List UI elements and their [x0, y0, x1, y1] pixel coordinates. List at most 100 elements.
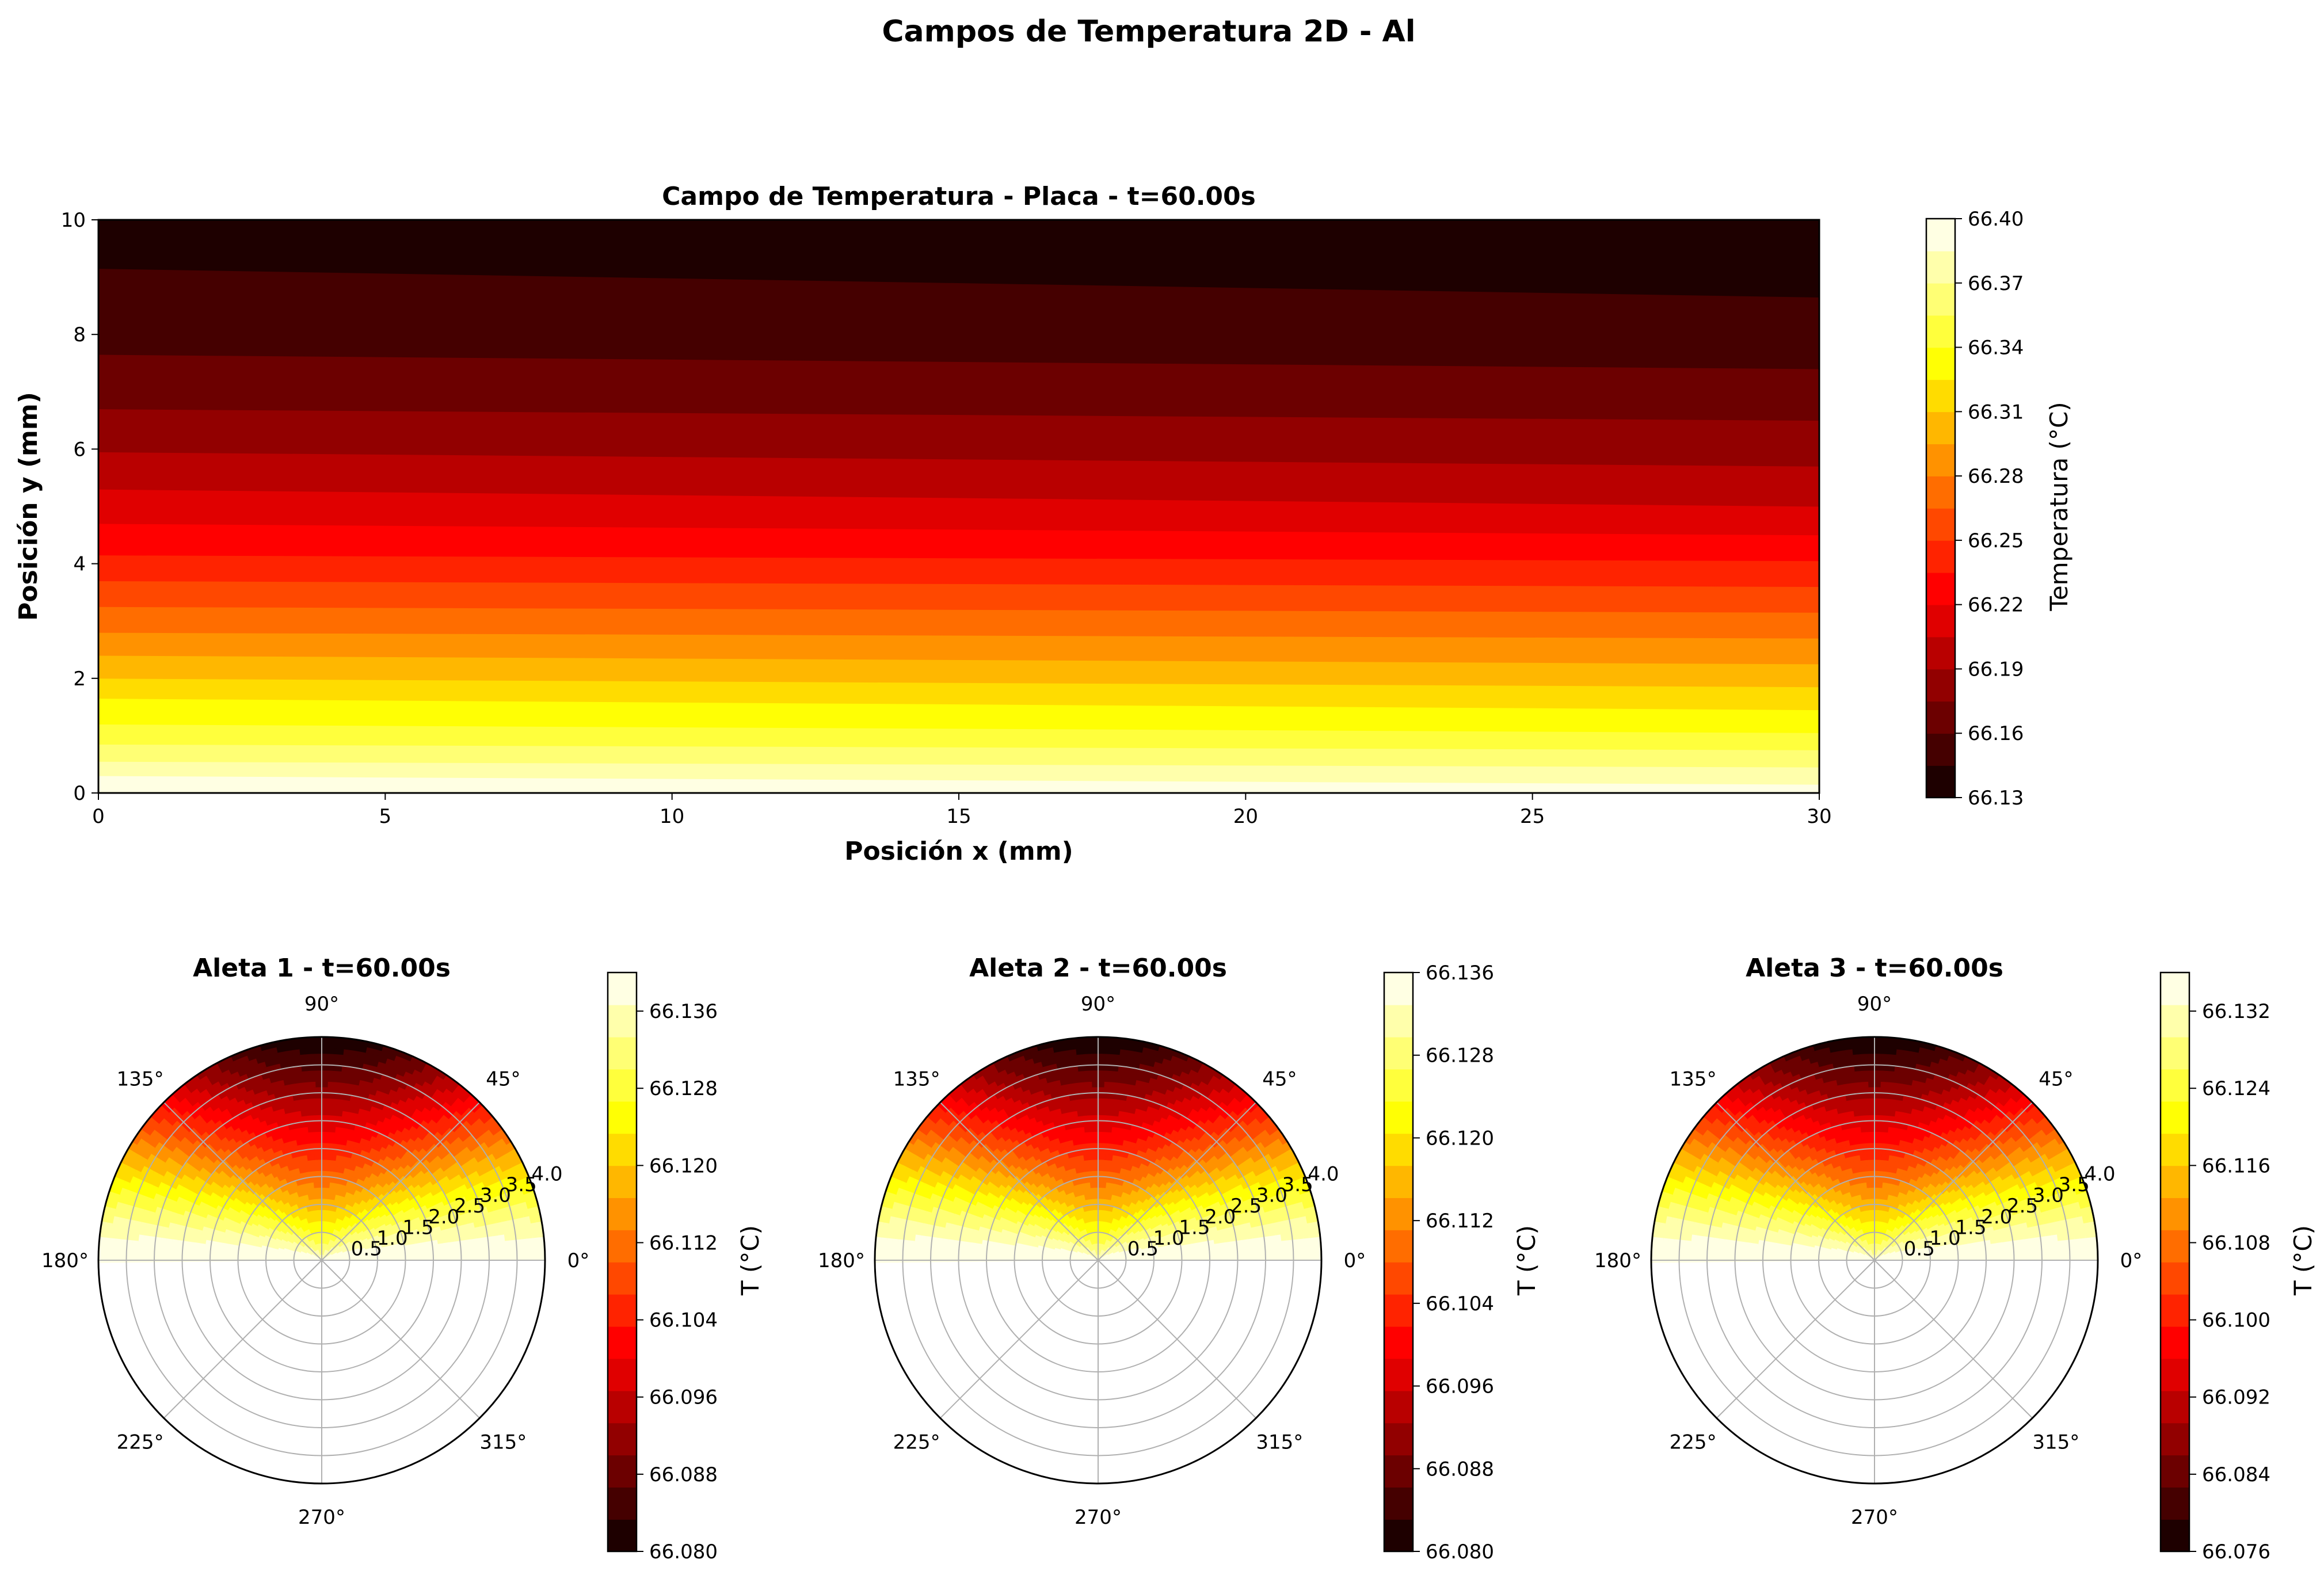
polar-field-cell	[281, 1227, 288, 1233]
polar-field-cell	[159, 1254, 166, 1263]
polar-field-cell	[359, 1233, 366, 1238]
polar-field-cell	[384, 1220, 391, 1226]
polar-field-cell	[344, 1230, 349, 1237]
polar-field-cell	[334, 1236, 338, 1242]
polar-field-cell	[325, 1250, 329, 1256]
polar-field-cell	[338, 1241, 344, 1247]
polar-field-cell	[304, 1257, 311, 1260]
polar-field-cell	[340, 1244, 346, 1249]
polar-field-cell	[376, 1218, 384, 1225]
polar-field-cell	[294, 1203, 299, 1211]
colorbar-level	[1926, 572, 1955, 605]
polar-field-cell	[288, 1237, 295, 1242]
polar-field-cell	[336, 1231, 341, 1237]
polar-field-cell	[306, 1252, 313, 1256]
polar-field-cell	[336, 1249, 342, 1253]
polar-field-cell	[289, 1249, 295, 1253]
polar-field-cell	[371, 1232, 379, 1238]
polar-field-cell	[337, 1225, 342, 1231]
polar-field-cell	[270, 1206, 277, 1213]
polar-field-cell	[339, 1226, 344, 1233]
polar-field-cell	[296, 1215, 301, 1222]
polar-field-cell	[312, 1253, 318, 1257]
polar-field-cell	[299, 1241, 306, 1246]
polar-field-cell	[337, 1219, 342, 1225]
polar-field-cell	[262, 1224, 270, 1230]
polar-field-cell	[329, 1246, 333, 1252]
polar-field-cell	[364, 1203, 371, 1211]
polar-field-cell	[374, 1226, 382, 1231]
polar-field-cell	[352, 1244, 359, 1248]
polar-field-cell	[271, 1213, 278, 1220]
polar-field-cell	[262, 1241, 269, 1246]
polar-field-cell	[383, 1218, 390, 1224]
colorbar-level	[1926, 347, 1955, 380]
polar-field-cell	[368, 1216, 375, 1223]
polar-field-cell	[372, 1212, 379, 1219]
polar-field-cell	[332, 1216, 336, 1223]
polar-r-tick-label: 4.0	[531, 1163, 562, 1186]
polar-field-cell	[248, 1228, 256, 1234]
polar-field-cell	[347, 1205, 353, 1212]
polar-field-cell	[285, 1244, 291, 1248]
polar-field-cell	[369, 1208, 376, 1216]
polar-field-cell	[326, 1252, 331, 1257]
polar-field-cell	[257, 1237, 264, 1242]
polar-field-cell	[323, 1243, 326, 1249]
polar-field-cell	[283, 1250, 289, 1254]
polar-field-cell	[345, 1216, 350, 1223]
polar-field-cell	[332, 1235, 336, 1241]
polar-field-cell	[300, 1226, 305, 1232]
polar-field-cell	[323, 1249, 326, 1255]
polar-field-cell	[328, 1246, 333, 1252]
polar-field-cell	[342, 1229, 348, 1235]
colorbar-tick-label: 66.088	[649, 1463, 718, 1486]
polar-field-cell	[333, 1243, 338, 1249]
polar-field-cell	[364, 1244, 371, 1248]
polar-field-cell	[310, 1256, 317, 1259]
polar-field-cell	[294, 1239, 300, 1244]
polar-field-cell	[375, 1242, 382, 1247]
polar-field-cell	[275, 1217, 282, 1223]
polar-field-cell	[302, 1248, 308, 1252]
polar-field-cell	[257, 1223, 264, 1230]
polar-field-cell	[340, 1245, 346, 1249]
polar-field-cell	[378, 1234, 386, 1240]
polar-field-cell	[371, 1230, 378, 1236]
polar-field-cell	[289, 1247, 296, 1251]
polar-field-cell	[327, 1238, 330, 1245]
plate-x-axis-label: Posición x (mm)	[844, 837, 1073, 866]
polar-field-cell	[288, 1252, 295, 1255]
polar-field-cell	[261, 1217, 268, 1224]
polar-field-cell	[352, 1201, 358, 1208]
polar-field-cell	[292, 1217, 298, 1224]
polar-field-cell	[353, 1248, 360, 1251]
polar-field-cell	[332, 1242, 337, 1248]
polar-field-cell	[357, 1191, 364, 1199]
polar-field-cell	[254, 1216, 262, 1223]
polar-field-cell	[357, 1230, 364, 1235]
colorbar-level	[608, 1358, 637, 1391]
polar-field-cell	[289, 1248, 296, 1252]
polar-theta-tick-label: 90°	[304, 993, 339, 1016]
polar-field-cell	[290, 1234, 296, 1240]
polar-field-cell	[343, 1222, 349, 1229]
polar-field-cell	[296, 1246, 303, 1250]
polar-field-cell	[331, 1241, 336, 1247]
polar-field-cell	[324, 1243, 327, 1250]
polar-field-cell	[340, 1227, 345, 1233]
polar-field-cell	[302, 1238, 308, 1244]
polar-field-cell	[279, 1245, 285, 1249]
polar-field-cell	[283, 1249, 290, 1253]
polar-field-cell	[307, 1242, 312, 1248]
polar-field-cell	[299, 1255, 306, 1258]
polar-field-cell	[376, 1230, 384, 1235]
colorbar-level	[1926, 540, 1955, 573]
polar-field-cell	[324, 1250, 328, 1256]
polar-field-cell	[346, 1225, 352, 1231]
polar-field-cell	[305, 1211, 310, 1218]
polar-field-cell	[268, 1216, 275, 1223]
polar-field-cell	[300, 1219, 305, 1226]
polar-field-cell	[285, 1241, 292, 1246]
polar-field-cell	[322, 1249, 325, 1255]
